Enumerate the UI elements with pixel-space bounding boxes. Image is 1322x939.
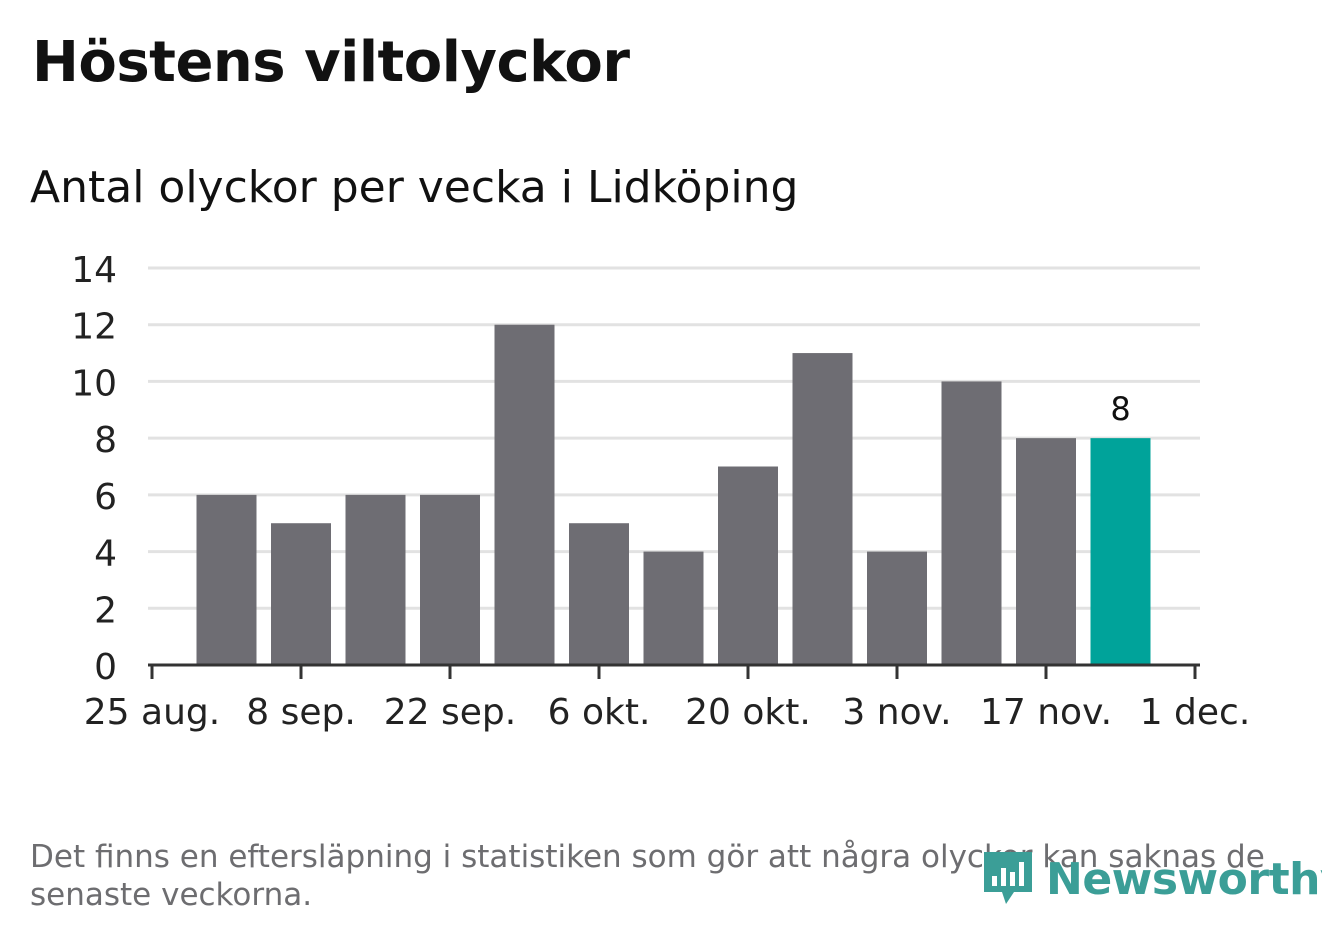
x-tick-label: 17 nov. xyxy=(980,692,1112,733)
y-tick-label: 12 xyxy=(71,307,117,348)
y-tick-label: 4 xyxy=(94,534,117,575)
bar xyxy=(494,324,555,665)
bar xyxy=(792,353,853,665)
chart-subtitle: Antal olyckor per vecka i Lidköping xyxy=(30,162,799,213)
x-tick-label: 22 sep. xyxy=(384,692,516,733)
bar xyxy=(569,523,629,665)
y-tick-label: 8 xyxy=(94,420,117,461)
bar-highlighted xyxy=(1090,438,1151,665)
bar-chart: 0 2 4 6 8 10 12 14 25 aug. 8 sep. 22 sep. 6 okt. 20… xyxy=(71,250,1251,733)
x-axis-ticks: 25 aug. 8 sep. 22 sep. 6 okt. 20 okt. 3 nov. 1… xyxy=(84,665,1251,733)
bar xyxy=(718,466,778,665)
y-tick-label: 10 xyxy=(71,363,117,404)
y-axis-ticks: 0 2 4 6 8 10 12 14 xyxy=(71,250,117,688)
bar xyxy=(1016,438,1076,665)
bar xyxy=(196,494,257,665)
bar xyxy=(643,551,704,665)
bar-chart-speech-bubble-icon xyxy=(984,852,1032,904)
highlight-value-label: 8 xyxy=(1110,390,1130,428)
bars xyxy=(196,324,1151,665)
bar xyxy=(271,523,331,665)
y-tick-label: 6 xyxy=(94,477,117,518)
y-tick-label: 0 xyxy=(94,647,117,688)
newsworthy-logo: Newsworthy xyxy=(980,848,1322,910)
y-tick-label: 2 xyxy=(94,590,117,631)
x-tick-label: 8 sep. xyxy=(246,692,356,733)
footnote: Det finns en eftersläpning i statistiken… xyxy=(30,839,1265,913)
x-tick-label: 6 okt. xyxy=(548,692,651,733)
bar xyxy=(420,494,480,665)
bar xyxy=(941,381,1002,665)
chart-title: Höstens viltolyckor xyxy=(32,30,630,95)
data-labels: 8 xyxy=(1110,390,1130,428)
brand-name: Newsworthy xyxy=(1046,853,1322,905)
bar xyxy=(867,551,927,665)
bar xyxy=(345,494,406,665)
x-tick-label: 25 aug. xyxy=(84,692,220,733)
x-tick-label: 3 nov. xyxy=(842,692,951,733)
x-tick-label: 20 okt. xyxy=(685,692,811,733)
x-tick-label: 1 dec. xyxy=(1140,692,1251,733)
y-tick-label: 14 xyxy=(71,250,117,291)
